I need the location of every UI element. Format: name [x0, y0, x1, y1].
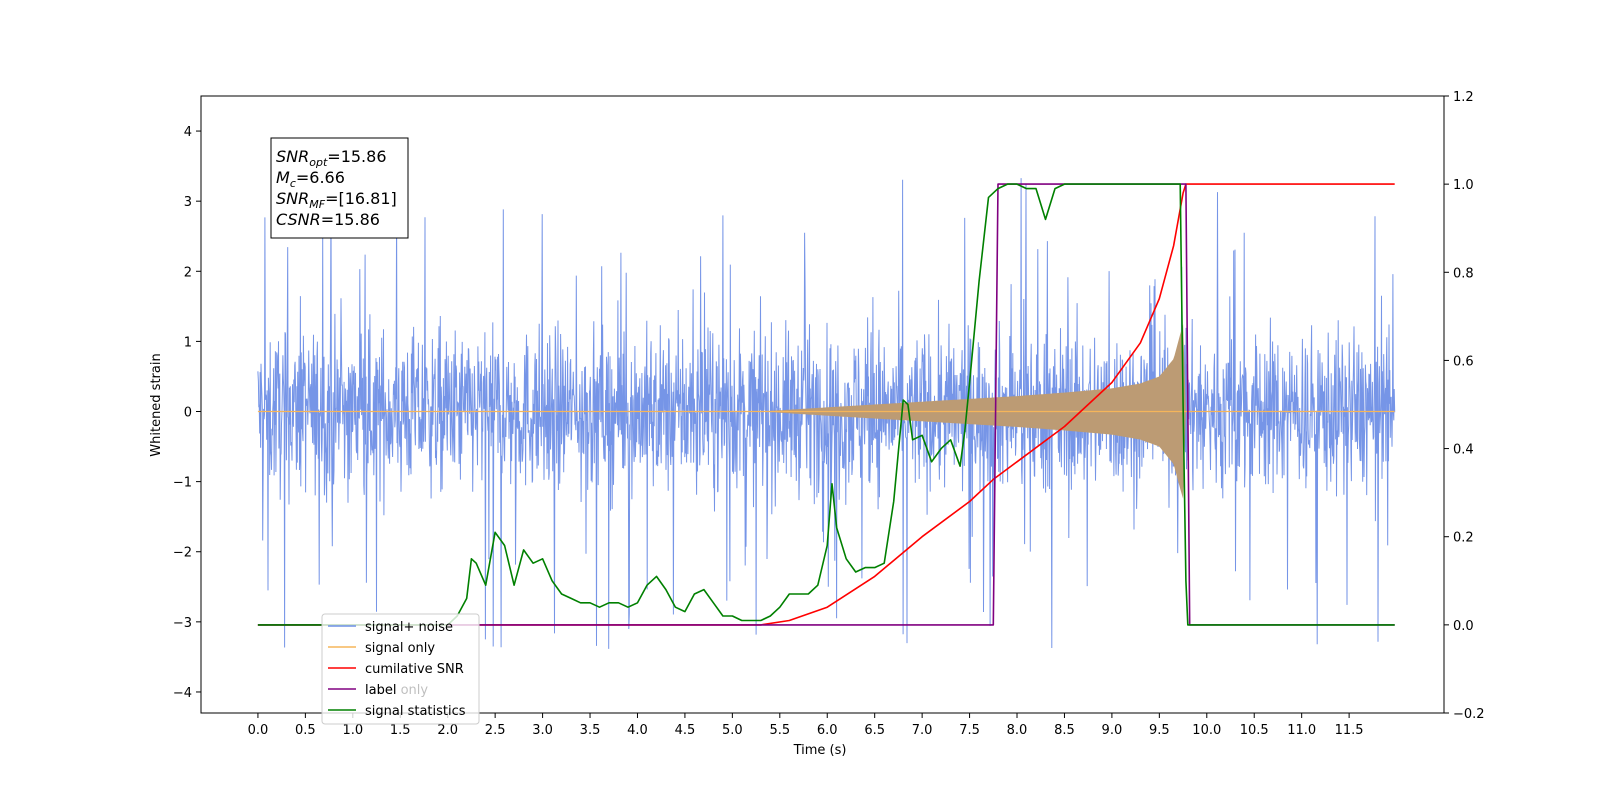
- x-tick-label: 9.5: [1149, 723, 1170, 738]
- legend: label only signal+ noise signal only cumila…: [321, 613, 480, 725]
- x-tick-label: 0.5: [295, 723, 316, 738]
- x-tick-label: 2.5: [485, 723, 506, 738]
- y2-tick-label: 0.6: [1453, 354, 1474, 369]
- y2-tick-label: 1.0: [1453, 178, 1474, 193]
- cumulative-snr-line: [257, 183, 1395, 626]
- x-tick-label: 8.5: [1054, 723, 1075, 738]
- x-tick-label: 3.0: [532, 723, 553, 738]
- signal-noise-series: [257, 178, 1396, 649]
- y2-tick-label: 0.4: [1453, 443, 1474, 458]
- y-tick-label: 2: [184, 265, 192, 280]
- x-tick-label: 6.5: [864, 723, 885, 738]
- y-tick-label: 3: [184, 195, 192, 210]
- annotation-line: Mc=6.66: [276, 168, 345, 190]
- plot-frame: [200, 95, 1445, 714]
- y-tick-label: 1: [184, 335, 192, 350]
- x-tick-label: 1.5: [390, 723, 411, 738]
- y-tick-label: −1: [173, 476, 192, 491]
- x-tick-label: 2.0: [437, 723, 458, 738]
- y-tick-label: −2: [173, 546, 192, 561]
- signal-statistics-line: [257, 183, 1395, 626]
- annotation-line: SNRMF=[16.81]: [276, 189, 397, 211]
- annotation-box: SNRopt=15.86Mc=6.66SNRMF=[16.81]CSNR=15.…: [270, 137, 409, 239]
- legend-label: signal statistics: [365, 704, 466, 719]
- y-tick-label: 0: [184, 406, 192, 421]
- y2-tick-label: −0.2: [1453, 707, 1485, 722]
- x-tick-label: 9.0: [1102, 723, 1123, 738]
- legend-label: cumilative SNR: [365, 662, 464, 677]
- y2-tick-label: 0.0: [1453, 619, 1474, 634]
- x-tick-label: 10.5: [1240, 723, 1269, 738]
- y-tick-label: 4: [184, 125, 192, 140]
- x-tick-label: 4.5: [675, 723, 696, 738]
- y2-axis-ticks: 1.2 1.0 0.8 0.6 0.4 0.2 0.0 −0.2: [1444, 90, 1485, 722]
- legend-frame: [321, 613, 480, 725]
- x-tick-label: 1.0: [342, 723, 363, 738]
- x-tick-label: 7.0: [912, 723, 933, 738]
- y-axis-label: Whitened strain: [149, 353, 164, 456]
- legend-label: signal+ noise: [365, 620, 453, 635]
- x-tick-label: 10.0: [1192, 723, 1221, 738]
- x-tick-label: 0.0: [248, 723, 269, 738]
- x-tick-label: 4.0: [627, 723, 648, 738]
- signal-noise-line: [257, 178, 1396, 649]
- x-tick-label: 6.0: [817, 723, 838, 738]
- y2-tick-label: 1.2: [1453, 90, 1474, 105]
- y2-tick-label: 0.2: [1453, 531, 1474, 546]
- x-tick-label: 5.5: [769, 723, 790, 738]
- signal-only-series: [257, 324, 1395, 499]
- x-tick-label: 11.5: [1335, 723, 1364, 738]
- annotation-frame: [270, 137, 409, 239]
- y-tick-label: −3: [173, 616, 192, 631]
- right-axis-series: [257, 183, 1395, 626]
- x-axis-label: Time (s): [793, 743, 847, 758]
- x-tick-label: 5.0: [722, 723, 743, 738]
- x-tick-label: 3.5: [580, 723, 601, 738]
- y2-tick-label: 0.8: [1453, 266, 1474, 281]
- x-axis-ticks: 0.0 0.5 1.0 1.5 2.0 2.5 3.0 3.5 4.0 4.5 5.0 5.5 6.0 6…: [248, 713, 1364, 738]
- annotation-line: CSNR=15.86: [276, 210, 380, 229]
- legend-label: label: [365, 683, 396, 698]
- legend-label: signal only: [365, 641, 435, 656]
- x-tick-label: 11.0: [1287, 723, 1316, 738]
- x-tick-label: 8.0: [1007, 723, 1028, 738]
- y-axis-ticks: 4 3 2 1 0 −1 −2 −3 −4: [173, 125, 201, 701]
- y-tick-label: −4: [173, 686, 192, 701]
- annotation-line: SNRopt=15.86: [276, 147, 387, 169]
- legend-ghost-label: label only: [365, 683, 428, 698]
- x-tick-label: 7.5: [959, 723, 980, 738]
